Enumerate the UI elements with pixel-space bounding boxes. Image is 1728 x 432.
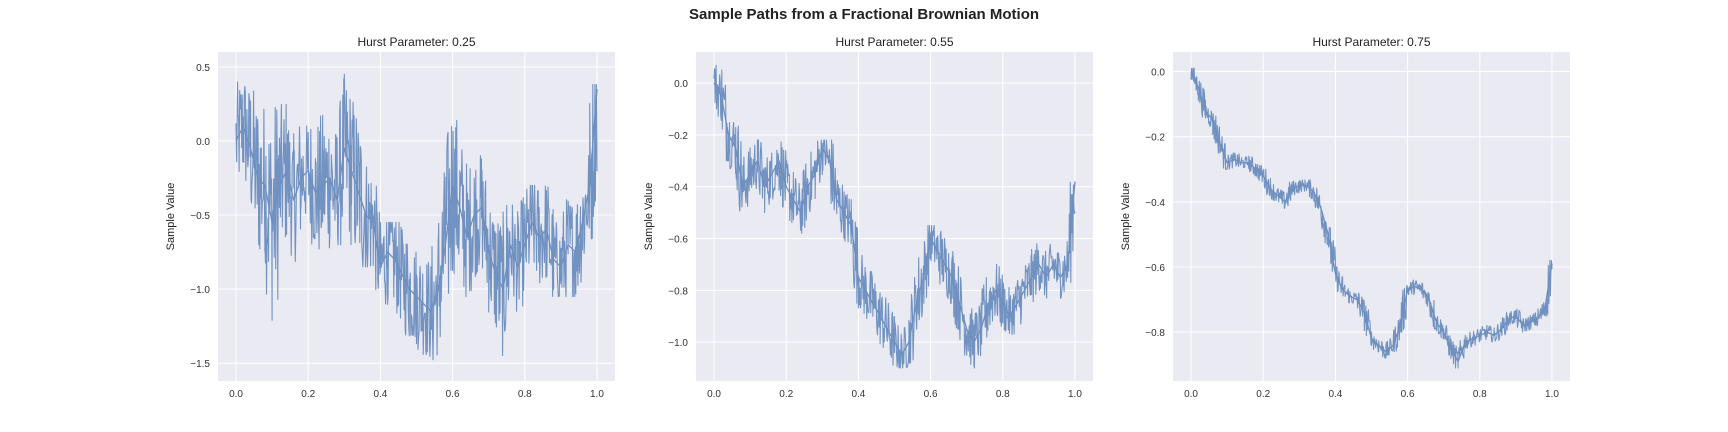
y-axis-label: Sample Value (165, 183, 177, 251)
x-tick-label: 0.4 (373, 389, 387, 400)
y-tick-label: −1.0 (190, 285, 210, 296)
subplot-3: 0.0 0.2 0.4 0.6 0.8 1.0 0.0 −0.2 −0.4 −0.6 −0.8 Hur… (1120, 35, 1570, 400)
subplot-1: 0.0 0.2 0.4 0.6 0.8 1.0 0.5 0.0 −0.5 −1.0 −1.5 Hurs… (165, 35, 615, 400)
x-tick-label: 0.0 (1184, 389, 1198, 400)
x-tick-label: 0.0 (707, 389, 721, 400)
y-tick-label: −0.4 (1145, 198, 1165, 209)
y-tick-label: −1.0 (668, 338, 688, 349)
series-detail (713, 64, 1076, 369)
y-tick-label: −0.2 (668, 131, 688, 142)
y-tick-label: −0.6 (1145, 263, 1165, 274)
figure-title: Sample Paths from a Fractional Brownian … (688, 6, 1040, 23)
x-tick-label: 1.0 (590, 389, 604, 400)
x-tick-label: 0.2 (779, 389, 793, 400)
y-tick-label: −0.5 (190, 211, 210, 222)
y-tick-label: −0.4 (668, 183, 688, 194)
y-tick-label: −0.2 (1145, 133, 1165, 144)
x-tick-label: 0.6 (924, 389, 938, 400)
x-tick-label: 0.6 (446, 389, 460, 400)
y-tick-label: −0.8 (668, 286, 688, 297)
x-tick-label: 0.8 (1473, 389, 1487, 400)
x-tick-label: 0.2 (1256, 389, 1270, 400)
y-tick-label: −1.5 (190, 359, 210, 370)
x-tick-label: 0.2 (301, 389, 315, 400)
x-tick-label: 1.0 (1068, 389, 1082, 400)
x-tick-label: 0.4 (851, 389, 865, 400)
series-detail (235, 73, 598, 361)
series-detail (1190, 67, 1553, 369)
x-tick-label: 0.8 (518, 389, 532, 400)
x-tick-label: 0.4 (1328, 389, 1342, 400)
subplot-title: Hurst Parameter: 0.25 (357, 35, 475, 49)
x-tick-label: 0.6 (1401, 389, 1415, 400)
y-tick-label: 0.0 (674, 79, 688, 90)
y-tick-label: −0.8 (1145, 328, 1165, 339)
y-axis-label: Sample Value (643, 183, 655, 251)
subplot-title: Hurst Parameter: 0.75 (1312, 35, 1430, 49)
y-tick-label: 0.5 (196, 63, 210, 74)
x-tick-label: 1.0 (1545, 389, 1559, 400)
x-tick-label: 0.8 (996, 389, 1010, 400)
y-axis-label: Sample Value (1120, 183, 1132, 251)
y-tick-label: 0.0 (1151, 68, 1165, 79)
y-tick-label: −0.6 (668, 235, 688, 246)
x-tick-label: 0.0 (229, 389, 243, 400)
subplot-title: Hurst Parameter: 0.55 (835, 35, 953, 49)
y-tick-label: 0.0 (196, 137, 210, 148)
subplot-2: 0.0 0.2 0.4 0.6 0.8 1.0 0.0 −0.2 −0.4 −0.6 −0.8 −1.… (643, 35, 1093, 400)
